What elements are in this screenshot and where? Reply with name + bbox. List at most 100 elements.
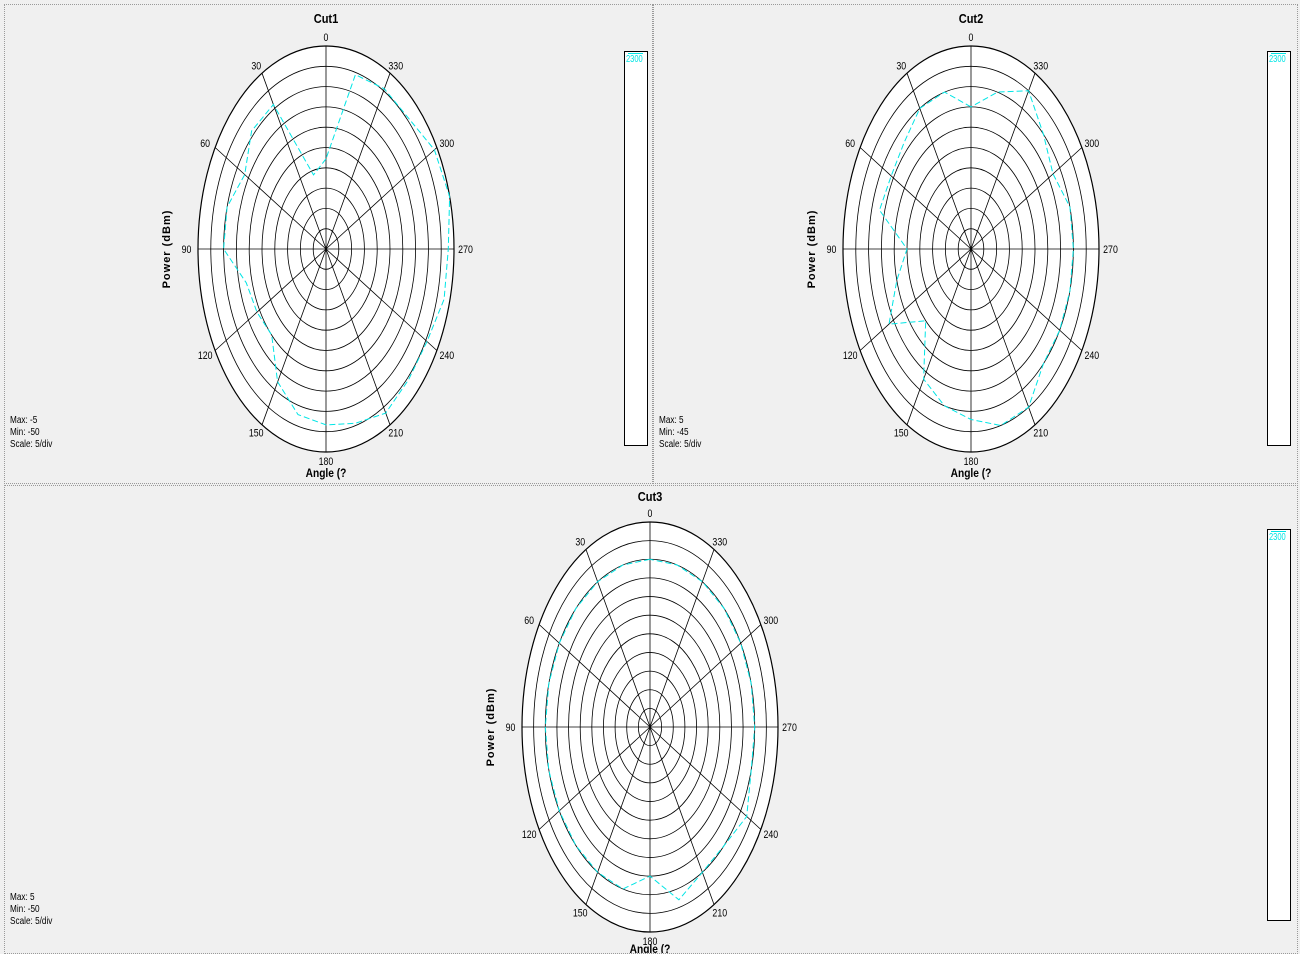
grid-spoke bbox=[970, 73, 1036, 250]
angle-tick-label: 0 bbox=[969, 32, 974, 44]
angle-tick-label: 120 bbox=[843, 350, 858, 362]
angle-tick-label: 0 bbox=[648, 508, 653, 520]
grid-spoke bbox=[214, 147, 327, 250]
angle-tick-label: 150 bbox=[573, 908, 588, 920]
grid-spoke bbox=[585, 726, 651, 905]
angle-tick-label: 210 bbox=[712, 908, 727, 920]
cut1-panel: 0 30 60 90 120 150 180 210 240 270 300 330 Cut1 Angle… bbox=[4, 4, 653, 484]
legend-series-label: 2300 bbox=[1269, 54, 1286, 65]
cut3-scale-value: Scale: 5/div bbox=[10, 916, 53, 927]
legend-swatch bbox=[1271, 53, 1286, 54]
series-line bbox=[544, 558, 756, 901]
x-axis-label: Angle (? bbox=[951, 467, 992, 480]
angle-tick-label: 90 bbox=[827, 244, 837, 256]
angle-tick-label: 210 bbox=[388, 428, 403, 440]
grid-spoke bbox=[649, 726, 762, 830]
cut2-max-value: Max: 5 bbox=[659, 415, 684, 426]
chart-title: Cut1 bbox=[314, 11, 339, 26]
x-axis-label: Angle (? bbox=[306, 467, 347, 480]
cut3-min-value: Min: -50 bbox=[10, 904, 40, 915]
grid-spoke bbox=[538, 726, 651, 830]
y-axis-label: Power (dBm) bbox=[161, 210, 173, 289]
y-axis-label: Power (dBm) bbox=[485, 688, 497, 767]
grid-spoke bbox=[970, 248, 1036, 425]
cut2-panel: 0 30 60 90 120 150 180 210 240 270 300 330 Cut2 Angle… bbox=[653, 4, 1298, 484]
angle-tick-label: 300 bbox=[439, 138, 454, 150]
grid-spoke bbox=[649, 624, 762, 728]
angle-tick-label: 60 bbox=[200, 138, 210, 150]
cut3-stats: Max: 5 Min: -50 Scale: 5/div bbox=[10, 892, 52, 928]
cut1-max-value: Max: -5 bbox=[10, 415, 38, 426]
angle-tick-label: 30 bbox=[251, 60, 261, 72]
grid-spoke bbox=[906, 73, 972, 250]
grid-spoke bbox=[261, 248, 327, 425]
grid-spoke bbox=[859, 248, 972, 351]
cut2-min-value: Min: -45 bbox=[659, 427, 689, 438]
chart-title: Cut3 bbox=[638, 489, 663, 504]
cut3-polar-plot: 0 30 60 90 120 150 180 210 240 270 300 330 Cut3 Angle… bbox=[485, 489, 797, 954]
angle-tick-label: 270 bbox=[782, 722, 797, 734]
angle-tick-label: 90 bbox=[182, 244, 192, 256]
legend-series-label: 2300 bbox=[1269, 532, 1286, 543]
grid-spoke bbox=[649, 726, 715, 905]
angle-tick-label: 120 bbox=[198, 350, 213, 362]
angle-tick-label: 180 bbox=[319, 456, 334, 468]
cut1-polar-plot: 0 30 60 90 120 150 180 210 240 270 300 330 Cut1 Angle… bbox=[161, 11, 473, 480]
cut1-min-value: Min: -50 bbox=[10, 427, 40, 438]
angle-tick-label: 120 bbox=[522, 829, 537, 841]
angle-tick-label: 180 bbox=[964, 456, 979, 468]
angle-tick-label: 300 bbox=[763, 615, 778, 627]
angle-tick-label: 0 bbox=[324, 32, 329, 44]
grid-spoke bbox=[261, 73, 327, 250]
cut1-stats: Max: -5 Min: -50 Scale: 5/div bbox=[10, 415, 52, 451]
grid-spoke bbox=[649, 549, 715, 728]
angle-tick-label: 240 bbox=[1084, 350, 1099, 362]
y-axis-label: Power (dBm) bbox=[806, 210, 818, 289]
angle-tick-label: 240 bbox=[763, 829, 778, 841]
grid-spoke bbox=[214, 248, 327, 351]
legend-swatch bbox=[1271, 531, 1286, 532]
grid-spoke bbox=[970, 248, 1083, 351]
grid-spoke bbox=[325, 248, 438, 351]
angle-tick-label: 60 bbox=[524, 615, 534, 627]
x-axis-label: Angle (? bbox=[630, 943, 671, 954]
grid-spoke bbox=[859, 147, 972, 250]
grid-spoke bbox=[585, 549, 651, 728]
grid-spoke bbox=[538, 624, 651, 728]
grid-spoke bbox=[970, 147, 1083, 250]
chart-title: Cut2 bbox=[959, 11, 984, 26]
cut1-scale-value: Scale: 5/div bbox=[10, 439, 53, 450]
angle-tick-label: 60 bbox=[845, 138, 855, 150]
angle-tick-label: 30 bbox=[575, 537, 585, 549]
angle-tick-label: 150 bbox=[249, 428, 264, 440]
angle-tick-label: 330 bbox=[1033, 60, 1048, 72]
cut1-legend: 2300 bbox=[624, 51, 648, 446]
angle-tick-label: 210 bbox=[1033, 428, 1048, 440]
cut2-legend: 2300 bbox=[1267, 51, 1291, 446]
legend-series-label: 2300 bbox=[626, 54, 643, 65]
polar-chart: 0 30 60 90 120 150 180 210 240 270 300 330 Cut3 Angle… bbox=[485, 489, 797, 954]
cut2-scale-value: Scale: 5/div bbox=[659, 439, 702, 450]
angle-tick-label: 150 bbox=[894, 428, 909, 440]
grid-spoke bbox=[906, 248, 972, 425]
cut3-legend: 2300 bbox=[1267, 529, 1291, 921]
angle-tick-label: 330 bbox=[388, 60, 403, 72]
cut3-panel: 0 30 60 90 120 150 180 210 240 270 300 330 Cut3 Angle… bbox=[4, 485, 1298, 954]
series-line bbox=[878, 90, 1074, 427]
cut3-max-value: Max: 5 bbox=[10, 892, 35, 903]
angle-tick-label: 330 bbox=[712, 537, 727, 549]
angle-tick-label: 270 bbox=[458, 244, 473, 256]
angle-tick-label: 270 bbox=[1103, 244, 1118, 256]
grid-spoke bbox=[325, 73, 391, 250]
legend-swatch bbox=[628, 53, 643, 54]
angle-tick-label: 240 bbox=[439, 350, 454, 362]
grid-spoke bbox=[325, 248, 391, 425]
grid-spoke bbox=[325, 147, 438, 250]
angle-tick-label: 90 bbox=[506, 722, 516, 734]
series-line bbox=[223, 74, 451, 426]
angle-tick-label: 300 bbox=[1084, 138, 1099, 150]
polar-chart: 0 30 60 90 120 150 180 210 240 270 300 330 Cut1 Angle… bbox=[161, 11, 473, 480]
angle-tick-label: 30 bbox=[896, 60, 906, 72]
angle-tick-label: 180 bbox=[643, 936, 658, 948]
polar-chart: 0 30 60 90 120 150 180 210 240 270 300 330 Cut2 Angle… bbox=[806, 11, 1118, 480]
